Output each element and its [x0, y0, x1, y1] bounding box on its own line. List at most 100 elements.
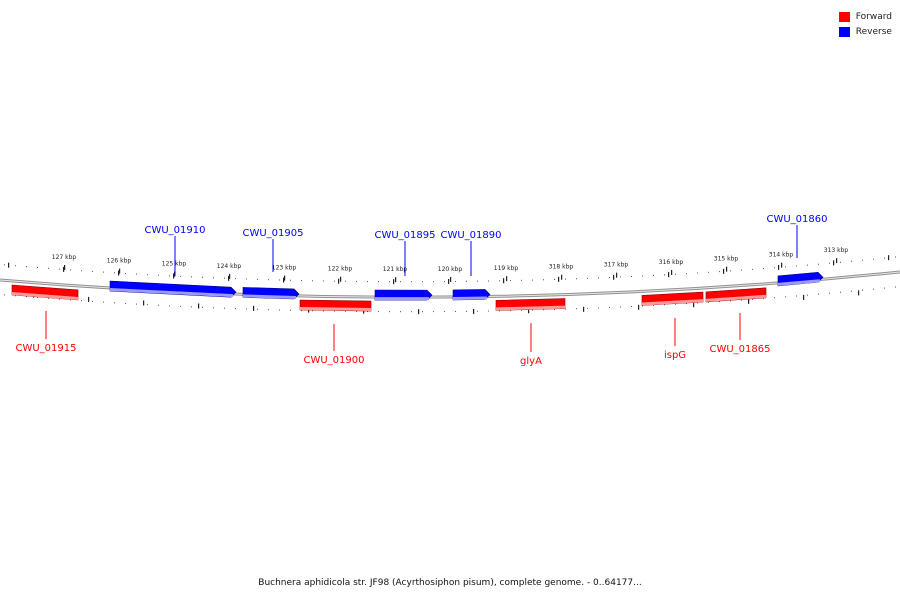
ruler-dot	[477, 310, 478, 312]
gene-cwu_01895[interactable]: CWU_01895	[374, 230, 436, 301]
ruler-dot	[510, 280, 511, 282]
gene-shade	[299, 307, 372, 312]
ruler-dot	[675, 273, 676, 275]
ruler-dot	[37, 296, 38, 298]
gene-label[interactable]: CWU_01910	[144, 225, 205, 236]
gene-cwu_01890[interactable]: CWU_01890	[440, 230, 502, 301]
ruler-dot	[719, 301, 720, 303]
gene-label[interactable]: CWU_01915	[15, 343, 76, 354]
major-tick	[858, 290, 860, 296]
ruler-dot	[334, 310, 335, 312]
gene-cwu_01900[interactable]: CWU_01900	[299, 299, 372, 366]
ruler-dot	[312, 310, 313, 312]
major-tick	[503, 278, 505, 284]
ruler-dot	[103, 271, 104, 273]
major-tick	[448, 279, 450, 285]
ruler-dot	[686, 273, 687, 275]
ruler-dot	[675, 303, 676, 305]
major-tick	[638, 304, 640, 310]
ruler-dot	[356, 280, 357, 282]
ruler-dot	[664, 304, 665, 306]
ruler-dot	[268, 309, 269, 311]
gene-label[interactable]: CWU_01905	[242, 228, 303, 239]
ruler-dot	[169, 275, 170, 277]
ruler-dot	[389, 311, 390, 313]
ruler-dot	[708, 271, 709, 273]
gene-label[interactable]: ispG	[664, 350, 686, 361]
gene-ispg[interactable]: ispG	[641, 291, 704, 361]
ruler-dot	[279, 309, 280, 311]
major-tick	[833, 260, 835, 266]
ruler-dot	[37, 266, 38, 268]
ruler-dot	[576, 308, 577, 310]
ruler-dot	[213, 307, 214, 309]
ruler-dot	[367, 311, 368, 313]
ruler-dot	[488, 280, 489, 282]
ruler-dot	[257, 308, 258, 310]
ruler-dot	[114, 302, 115, 304]
gene-label[interactable]: CWU_01890	[440, 230, 501, 241]
ruler-dot	[532, 309, 533, 311]
gene-label[interactable]: CWU_01900	[303, 355, 364, 366]
ruler-dot	[796, 295, 797, 297]
ruler-dot	[279, 279, 280, 281]
ruler-dot	[257, 278, 258, 280]
major-tick	[118, 270, 120, 276]
ruler-dot	[895, 286, 896, 288]
gene-cwu_01905[interactable]: CWU_01905	[242, 228, 304, 300]
ruler-dot	[444, 281, 445, 283]
major-tick	[613, 274, 615, 280]
major-tick	[283, 277, 285, 283]
ruler-dot	[103, 301, 104, 303]
ruler-dot	[290, 309, 291, 311]
ruler-dot	[521, 279, 522, 281]
ruler-dot	[818, 293, 819, 295]
gene-label[interactable]: glyA	[520, 356, 542, 367]
ruler-dot	[818, 263, 819, 265]
ruler-dot	[235, 278, 236, 280]
ruler-dot	[455, 280, 456, 282]
ruler-dot	[246, 308, 247, 310]
gene-label[interactable]: CWU_01860	[766, 214, 827, 225]
gene-features: CWU_01910 CWU_01905 CWU_01895 CWU_01890 CWU_…	[11, 214, 828, 367]
tick-label: 121 kbp	[383, 266, 408, 273]
tick-mark	[340, 276, 342, 282]
ruler-dot	[884, 287, 885, 289]
tick-mark	[616, 272, 618, 278]
ruler-dot	[587, 307, 588, 309]
tick-label: 125 kbp	[162, 261, 187, 268]
tick-label: 122 kbp	[328, 266, 353, 273]
gene-shade	[109, 288, 234, 298]
gene-cwu_01865[interactable]: CWU_01865	[705, 287, 771, 355]
ruler-dot	[422, 311, 423, 313]
ruler-dot	[59, 268, 60, 270]
ruler-dot	[169, 305, 170, 307]
gene-label[interactable]: CWU_01865	[709, 344, 770, 355]
gene-cwu_01910[interactable]: CWU_01910	[109, 225, 237, 298]
gene-cwu_01915[interactable]: CWU_01915	[11, 284, 79, 354]
major-tick	[473, 309, 475, 315]
major-tick	[888, 255, 890, 261]
gene-shade	[705, 294, 767, 302]
legend-forward: Forward	[838, 9, 892, 24]
ruler-dot	[466, 280, 467, 282]
ruler-dot	[224, 277, 225, 279]
ruler-dot	[631, 275, 632, 277]
tick-label: 314 kbp	[769, 252, 794, 259]
ruler-dot	[708, 301, 709, 303]
ruler-dot	[576, 278, 577, 280]
ruler-dot	[840, 261, 841, 263]
gene-glya[interactable]: glyA	[495, 298, 566, 367]
gene-label[interactable]: CWU_01895	[374, 230, 435, 241]
ruler-dot	[114, 272, 115, 274]
major-tick	[8, 262, 10, 268]
ruler-dot	[125, 302, 126, 304]
gene-cwu_01860[interactable]: CWU_01860	[766, 214, 828, 287]
ruler-dot	[565, 278, 566, 280]
ruler-dot	[587, 277, 588, 279]
ruler-dot	[48, 297, 49, 299]
tick-label: 313 kbp	[824, 247, 849, 254]
ruler-dot	[158, 274, 159, 276]
ruler-dot	[180, 305, 181, 307]
